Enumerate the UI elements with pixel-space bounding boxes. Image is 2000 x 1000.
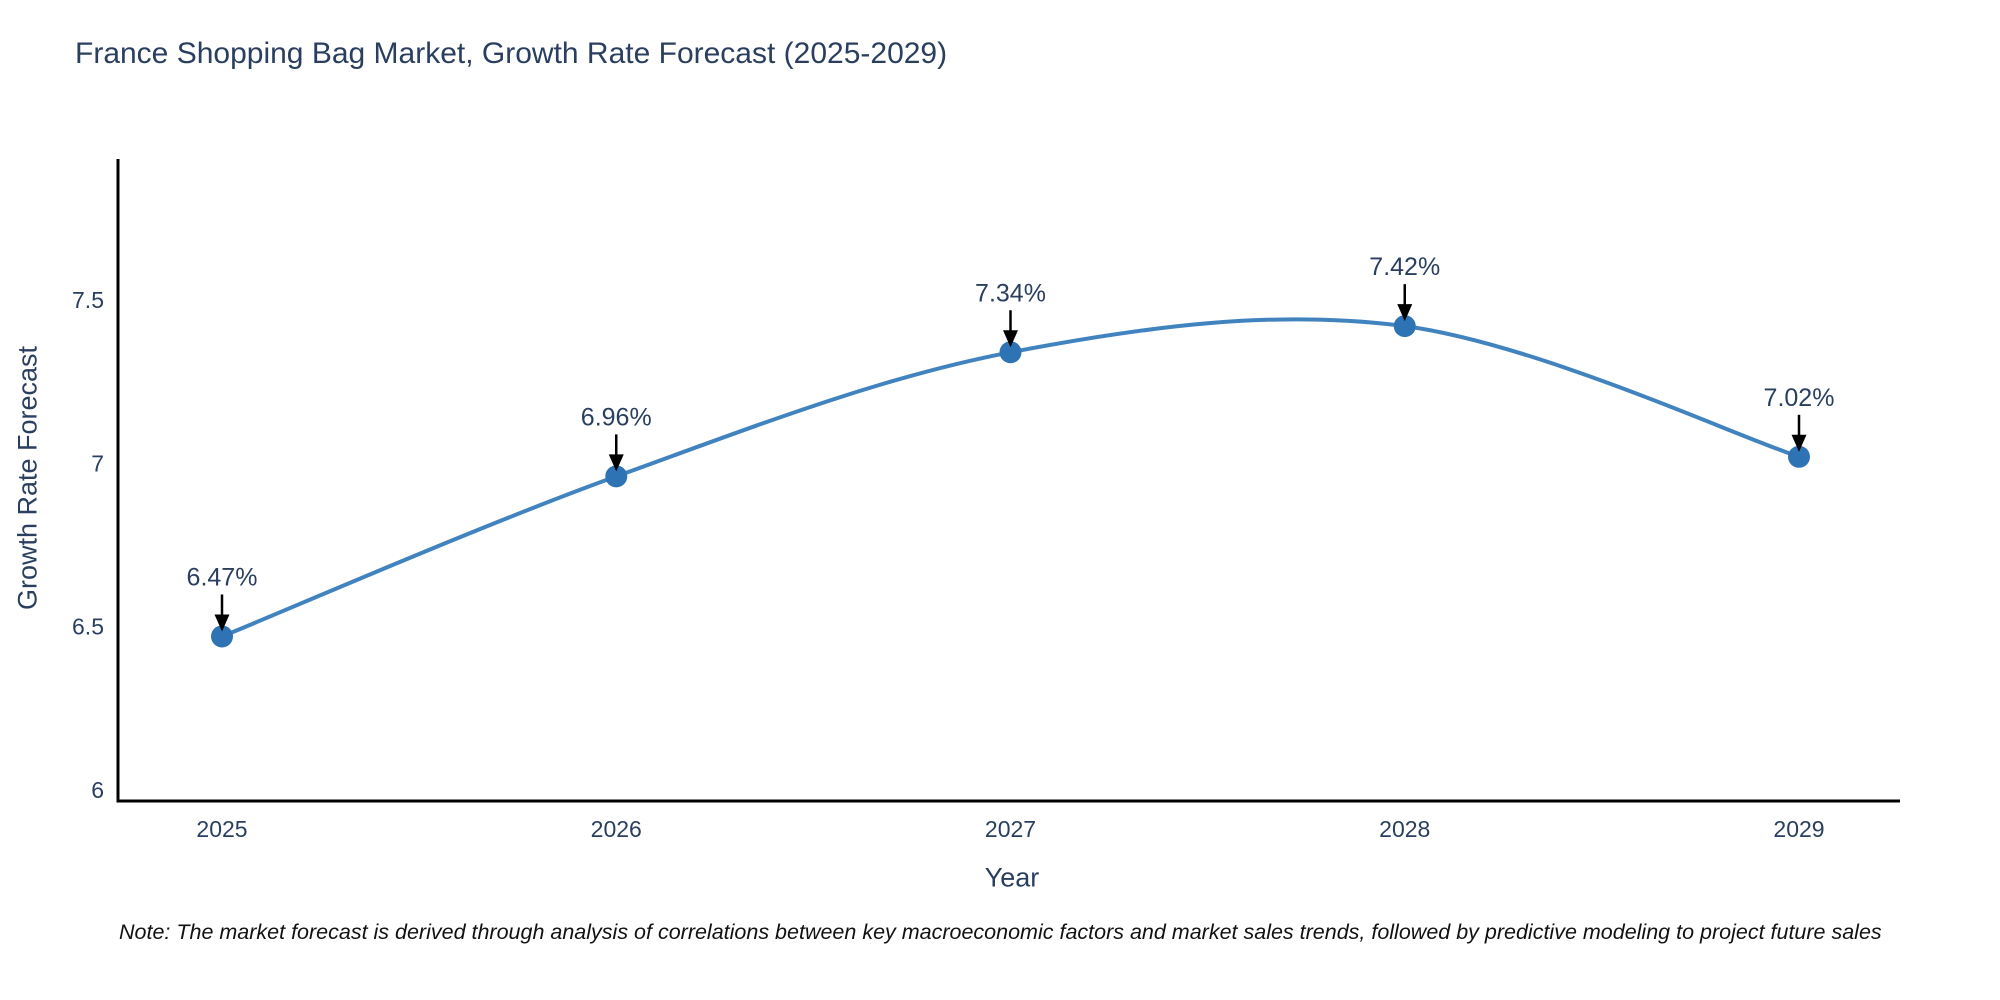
x-tick-label: 2028 bbox=[1379, 816, 1430, 842]
axes: 6 6.5 7 7.5 2025 2026 2027 2028 2029 bbox=[72, 159, 1900, 842]
annotation-arrowhead-icon bbox=[1003, 330, 1018, 348]
footnote-text: Note: The market forecast is derived thr… bbox=[119, 920, 1882, 944]
data-point-2028 bbox=[1393, 315, 1416, 338]
annotation-2028: 7.42% bbox=[1369, 253, 1440, 322]
annotation-2026: 6.96% bbox=[581, 403, 652, 472]
x-tick-label: 2026 bbox=[591, 816, 642, 842]
annotation-2027: 7.34% bbox=[975, 279, 1046, 348]
annotation-value-label: 7.34% bbox=[975, 279, 1046, 307]
data-point-2026 bbox=[605, 465, 628, 488]
annotation-value-label: 6.96% bbox=[581, 403, 652, 431]
x-tick-label: 2025 bbox=[196, 816, 247, 842]
data-point-2029 bbox=[1788, 445, 1810, 468]
annotation-arrowhead-icon bbox=[1397, 304, 1413, 322]
annotation-value-label: 7.42% bbox=[1369, 253, 1440, 281]
trend-line bbox=[220, 317, 1801, 639]
line-series bbox=[211, 315, 1810, 648]
x-tick-label: 2029 bbox=[1773, 816, 1824, 842]
annotation-value-label: 7.02% bbox=[1764, 384, 1835, 412]
y-tick-label: 7 bbox=[91, 450, 104, 476]
annotation-value-label: 6.47% bbox=[187, 563, 258, 591]
x-tick-label: 2027 bbox=[985, 816, 1036, 842]
data-point-2025 bbox=[211, 625, 233, 648]
x-axis-title: Year bbox=[984, 862, 1040, 893]
annotation-arrowhead-icon bbox=[1791, 434, 1807, 452]
chart-title: France Shopping Bag Market, Growth Rate … bbox=[75, 37, 948, 70]
y-tick-label: 6 bbox=[91, 777, 104, 803]
annotation-arrowhead-icon bbox=[608, 454, 624, 472]
point-annotations: 6.47% 6.96% 7.34% 7.42% 7.02% bbox=[187, 253, 1835, 632]
y-tick-label: 7.5 bbox=[72, 287, 104, 313]
annotation-arrowhead-icon bbox=[214, 614, 230, 632]
data-point-2027 bbox=[999, 341, 1022, 364]
y-tick-label: 6.5 bbox=[72, 614, 104, 640]
annotation-2025: 6.47% bbox=[187, 563, 258, 632]
annotation-2029: 7.02% bbox=[1764, 384, 1835, 452]
